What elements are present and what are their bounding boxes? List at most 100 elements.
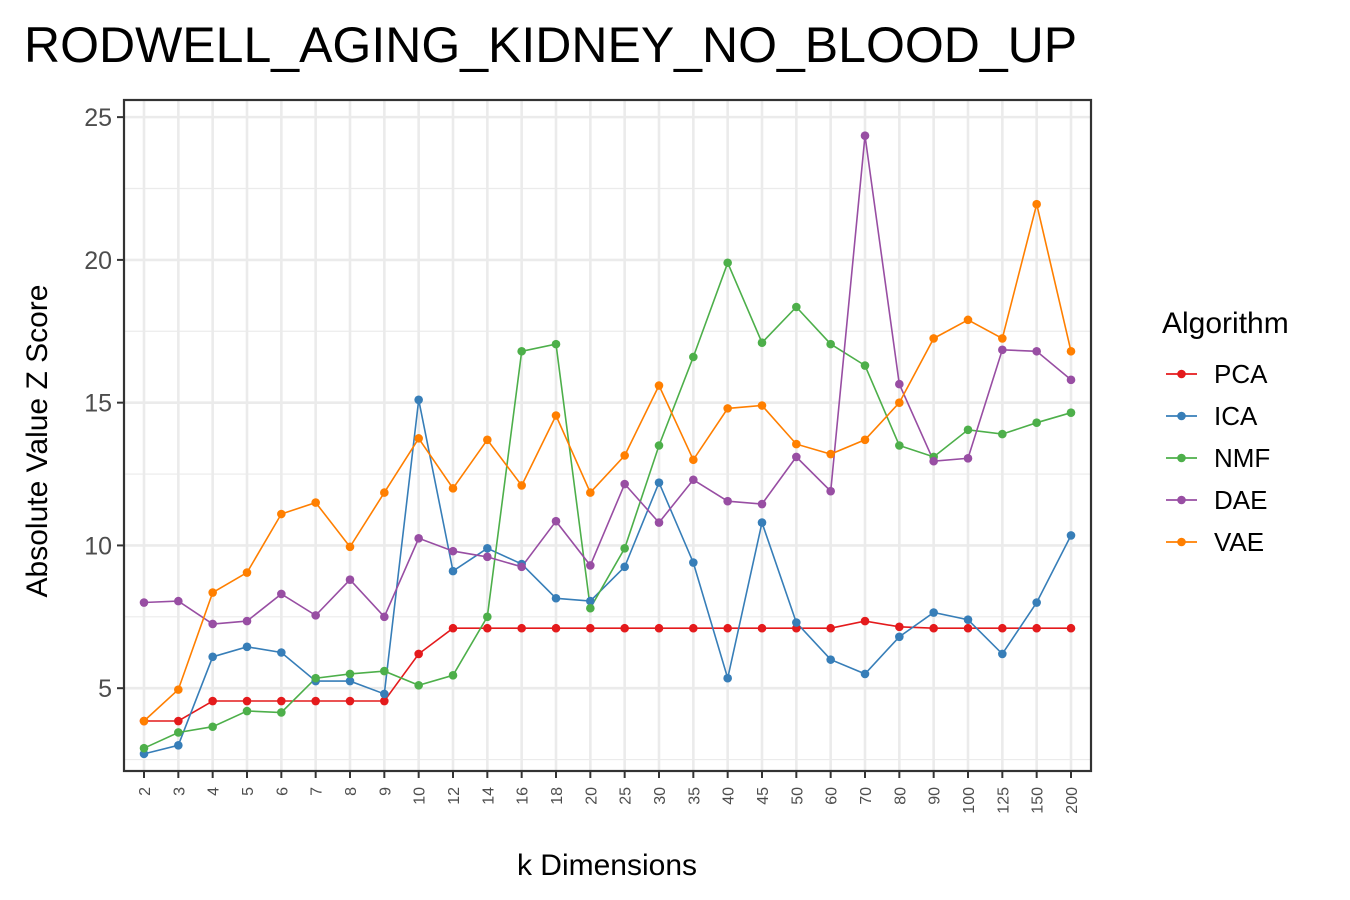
data-point-vae	[448, 484, 458, 493]
data-point-vae	[414, 434, 423, 443]
series-line-pca	[144, 620, 1071, 722]
data-point-pca	[723, 623, 732, 633]
data-point-nmf	[998, 429, 1007, 439]
data-point-dae	[757, 499, 767, 509]
data-point-dae	[311, 611, 320, 620]
legend-key-point	[1177, 453, 1186, 463]
data-point-dae	[448, 546, 458, 556]
data-point-dae	[654, 518, 664, 527]
data-point-pca	[483, 623, 492, 633]
data-point-pca	[963, 623, 973, 633]
data-point-vae	[792, 439, 801, 449]
legend-label-vae: VAE	[1214, 527, 1264, 557]
data-point-vae	[551, 411, 561, 420]
data-point-ica	[963, 615, 973, 624]
data-point-nmf	[963, 425, 973, 435]
data-point-pca	[1066, 623, 1076, 633]
x-tick-label: 5	[240, 787, 257, 796]
data-point-dae	[860, 131, 870, 140]
data-point-nmf	[277, 708, 286, 717]
data-point-nmf	[242, 706, 252, 716]
y-tick-label: 25	[84, 104, 112, 132]
data-point-ica	[448, 566, 458, 576]
data-point-vae	[1032, 199, 1041, 209]
series-line-nmf	[143, 260, 1072, 749]
data-point-vae	[517, 481, 526, 490]
data-point-nmf	[757, 338, 767, 348]
x-tick-label: 40	[721, 787, 738, 805]
data-point-dae	[483, 552, 492, 562]
legend-label-dae: DAE	[1214, 485, 1267, 515]
panel-border	[122, 98, 1093, 773]
data-point-pca	[174, 716, 183, 726]
data-point-dae	[689, 475, 698, 485]
x-tick-label: 10	[412, 787, 429, 805]
data-point-vae	[826, 449, 835, 459]
data-point-nmf	[311, 673, 320, 683]
x-tick-label: 16	[515, 787, 532, 805]
data-point-ica	[860, 669, 870, 679]
data-point-nmf	[448, 671, 458, 680]
data-point-nmf	[1032, 418, 1041, 427]
legend-key-point	[1177, 369, 1186, 379]
data-point-vae	[174, 685, 183, 694]
data-point-pca	[414, 649, 423, 659]
data-point-ica	[414, 395, 423, 405]
data-point-pca	[1032, 623, 1041, 633]
data-point-ica	[826, 655, 835, 664]
data-point-vae	[380, 488, 389, 497]
data-point-pca	[860, 616, 870, 626]
x-tick-label: 125	[995, 787, 1012, 814]
data-point-vae	[620, 451, 629, 460]
data-point-vae	[208, 588, 217, 597]
y-tick-label: 15	[84, 390, 112, 418]
data-point-ica	[929, 608, 938, 617]
data-point-dae	[826, 486, 835, 496]
data-point-nmf	[620, 543, 629, 553]
data-point-ica	[277, 648, 286, 657]
data-point-dae	[414, 533, 423, 543]
data-point-ica	[998, 649, 1007, 659]
x-tick-label: 20	[583, 787, 600, 805]
data-point-dae	[620, 479, 629, 489]
data-point-pca	[620, 623, 629, 633]
x-axis-title: k Dimensions	[517, 849, 697, 882]
series-line-dae	[143, 135, 1072, 625]
data-point-dae	[517, 562, 526, 572]
legend-label-nmf: NMF	[1214, 443, 1270, 473]
data-point-pca	[242, 696, 252, 706]
data-point-vae	[723, 404, 732, 413]
x-tick-label: 25	[618, 787, 635, 805]
x-tick-label: 150	[1030, 787, 1047, 814]
data-point-nmf	[517, 346, 526, 356]
x-tick-label: 18	[549, 787, 566, 805]
data-point-dae	[929, 456, 938, 466]
data-point-vae	[895, 398, 904, 407]
legend-label-pca: PCA	[1214, 359, 1268, 389]
data-point-nmf	[483, 612, 492, 622]
data-point-dae	[1032, 346, 1041, 356]
data-point-dae	[1066, 375, 1076, 385]
legend-title: Algorithm	[1162, 307, 1289, 340]
data-point-pca	[551, 623, 561, 633]
y-tick-label: 10	[84, 532, 112, 560]
data-point-dae	[242, 616, 252, 626]
data-point-ica	[483, 543, 492, 553]
legend-key-point	[1177, 495, 1186, 505]
x-tick-label: 12	[446, 787, 463, 805]
data-point-nmf	[380, 666, 389, 676]
data-point-nmf	[345, 669, 355, 679]
data-point-ica	[792, 618, 801, 627]
x-tick-label: 7	[309, 787, 326, 796]
data-point-dae	[208, 619, 217, 629]
x-tick-label: 50	[789, 787, 806, 805]
data-point-pca	[208, 696, 217, 706]
data-point-pca	[586, 623, 595, 633]
data-point-dae	[998, 345, 1007, 355]
x-tick-label: 35	[686, 787, 703, 805]
data-point-pca	[448, 623, 458, 633]
legend-label-ica: ICA	[1214, 401, 1258, 431]
data-point-dae	[723, 496, 732, 506]
x-tick-label: 3	[171, 787, 188, 796]
